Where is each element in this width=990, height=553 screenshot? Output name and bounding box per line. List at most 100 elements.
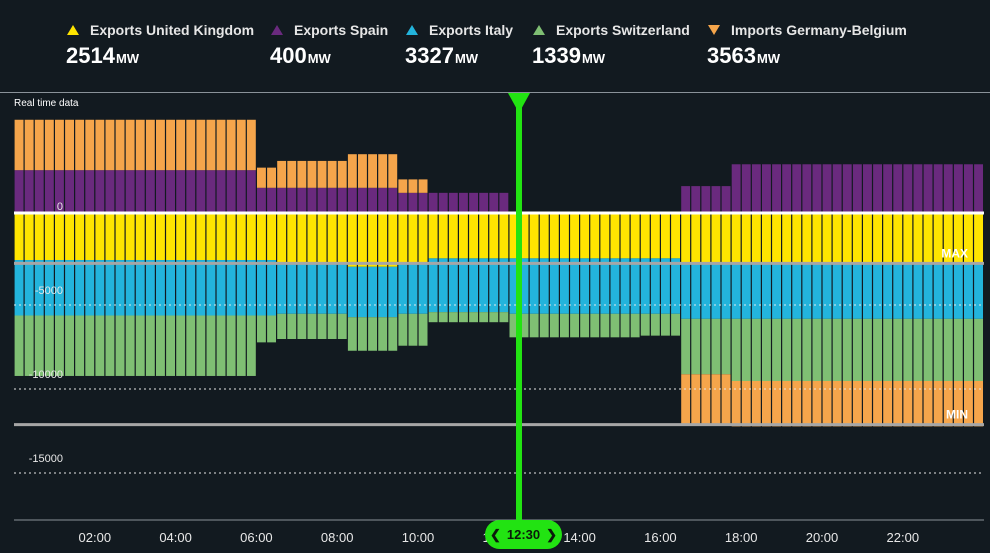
bar-imports-germany-belgium — [236, 119, 246, 171]
bar-exports-italy — [156, 260, 165, 316]
bar-exports-spain — [125, 170, 135, 213]
bar-exports-uk — [691, 213, 701, 264]
bar-exports-switzerland — [580, 313, 590, 338]
bar-imports-germany-belgium — [85, 119, 95, 171]
bar-exports-uk — [145, 213, 155, 261]
bar-exports-italy — [772, 263, 781, 319]
bar-exports-italy — [499, 258, 509, 313]
bar-imports-germany-belgium — [125, 119, 135, 171]
bar-imports-germany-belgium — [246, 119, 256, 171]
bar-exports-italy — [186, 260, 196, 316]
bar-exports-switzerland — [226, 315, 236, 376]
reference-label-min: MIN — [946, 408, 968, 422]
bar-exports-switzerland — [156, 315, 165, 376]
bar-exports-italy — [711, 263, 721, 319]
arrow-down-icon — [708, 25, 720, 35]
bar-exports-switzerland — [398, 313, 408, 346]
bar-exports-uk — [55, 213, 64, 261]
bar-exports-switzerland — [701, 318, 711, 375]
bar-exports-uk — [913, 213, 923, 264]
bar-exports-uk — [44, 213, 54, 261]
bar-exports-switzerland — [539, 313, 549, 338]
bar-exports-switzerland — [347, 317, 357, 351]
bar-exports-italy — [14, 260, 24, 316]
bar-exports-switzerland — [307, 313, 317, 339]
time-cursor-pill[interactable]: ❮ 12:30 ❯ — [485, 520, 562, 549]
bar-exports-switzerland — [166, 315, 175, 376]
bar-exports-uk — [196, 213, 206, 261]
bar-exports-switzerland — [832, 318, 842, 381]
bar-exports-switzerland — [893, 318, 903, 381]
bar-exports-switzerland — [489, 312, 499, 323]
bar-exports-uk — [863, 213, 872, 264]
bar-exports-switzerland — [75, 315, 85, 376]
legend-item-germany-belgium[interactable]: Imports Germany-Belgium 3563MW — [707, 22, 907, 69]
bar-exports-switzerland — [852, 318, 862, 381]
bar-exports-uk — [115, 213, 125, 261]
legend-item-uk[interactable]: Exports United Kingdom 2514MW — [66, 22, 254, 69]
bar-imports-germany-belgium — [751, 381, 761, 427]
bar-exports-spain — [873, 164, 882, 213]
bar-exports-italy — [297, 263, 307, 314]
legend-unit: MW — [756, 51, 781, 66]
bar-exports-italy — [883, 263, 893, 319]
bar-exports-italy — [681, 263, 691, 319]
bar-exports-uk — [772, 213, 781, 264]
reference-label-max: MAX — [941, 246, 968, 260]
bar-exports-italy — [196, 260, 206, 316]
bar-exports-italy — [529, 258, 539, 314]
bar-exports-switzerland — [216, 315, 226, 376]
bar-exports-uk — [842, 213, 852, 264]
bar-exports-uk — [398, 213, 408, 264]
bar-exports-switzerland — [459, 312, 468, 323]
bar-exports-spain — [741, 164, 751, 213]
bar-exports-switzerland — [721, 318, 731, 375]
bar-imports-germany-belgium — [216, 119, 226, 171]
bar-exports-uk — [135, 213, 145, 261]
bar-exports-switzerland — [943, 318, 953, 381]
bar-exports-italy — [782, 263, 792, 319]
bar-exports-italy — [600, 258, 610, 314]
bar-imports-germany-belgium — [358, 154, 367, 188]
bar-exports-switzerland — [529, 313, 539, 338]
bar-exports-switzerland — [640, 313, 650, 336]
bar-imports-germany-belgium — [863, 381, 872, 427]
bar-imports-germany-belgium — [75, 119, 85, 171]
bar-imports-germany-belgium — [772, 381, 781, 427]
bar-exports-spain — [398, 192, 408, 213]
bar-exports-uk — [186, 213, 196, 261]
bar-imports-germany-belgium — [55, 119, 64, 171]
x-tick-label: 22:00 — [887, 530, 920, 545]
legend-item-switzerland[interactable]: Exports Switzerland 1339MW — [532, 22, 690, 69]
bar-imports-germany-belgium — [701, 374, 711, 425]
time-cursor-marker — [508, 93, 530, 113]
bar-exports-italy — [812, 263, 822, 319]
bar-exports-uk — [671, 213, 680, 259]
bar-exports-uk — [105, 213, 115, 261]
legend-label: Exports Spain — [294, 22, 389, 38]
bar-exports-italy — [701, 263, 711, 319]
bar-exports-switzerland — [65, 315, 74, 376]
bar-exports-spain — [772, 164, 781, 213]
bar-exports-switzerland — [953, 318, 963, 381]
bar-exports-uk — [529, 213, 539, 259]
bar-exports-spain — [337, 187, 347, 213]
bar-exports-italy — [570, 258, 579, 314]
bar-exports-spain — [226, 170, 236, 213]
bar-exports-uk — [75, 213, 85, 261]
bar-exports-uk — [226, 213, 236, 261]
bar-exports-switzerland — [317, 313, 327, 339]
bar-exports-switzerland — [772, 318, 781, 381]
bar-imports-germany-belgium — [226, 119, 236, 171]
bar-exports-spain — [792, 164, 802, 213]
bar-exports-italy — [903, 263, 913, 319]
bar-exports-italy — [640, 258, 650, 314]
legend-item-italy[interactable]: Exports Italy 3327MW — [405, 22, 513, 69]
bar-exports-italy — [307, 263, 317, 314]
bar-exports-spain — [156, 170, 165, 213]
legend-item-spain[interactable]: Exports Spain 400MW — [270, 22, 388, 69]
bar-exports-italy — [620, 258, 630, 314]
bar-exports-uk — [337, 213, 347, 264]
bar-exports-uk — [378, 213, 388, 267]
